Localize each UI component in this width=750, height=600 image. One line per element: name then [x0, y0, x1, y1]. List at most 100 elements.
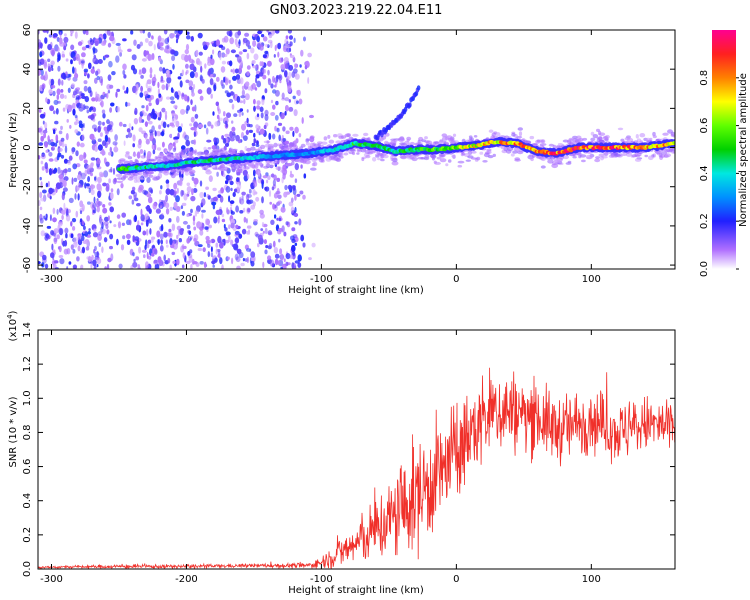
spectrogram-speckle — [151, 236, 156, 240]
snr-xtick-label: -100 — [310, 574, 333, 585]
spectrogram-speckle — [50, 60, 55, 66]
spectrogram-speckle — [166, 73, 171, 78]
spectrogram-speckle — [88, 228, 91, 232]
spectrogram-speckle — [172, 260, 176, 265]
spectrogram-speckle — [106, 92, 109, 99]
spectrogram-speckle — [297, 254, 302, 262]
spectrogram-speckle — [161, 131, 165, 137]
spectrogram-speckle — [59, 37, 63, 45]
spectrogram-speckle — [214, 257, 218, 263]
spectrogram-speckle — [107, 215, 110, 221]
spectrogram-speckle — [38, 142, 43, 146]
spectrogram-speckle — [214, 121, 220, 127]
spectrogram-speckle — [66, 119, 69, 123]
spectrogram-speckle — [236, 55, 242, 63]
spectrogram-speckle — [287, 30, 292, 34]
spectrogram-speckle — [51, 85, 56, 89]
spectrogram-speckle — [207, 243, 211, 248]
spectrogram-speckle — [90, 114, 95, 120]
spectrogram-speckle — [64, 145, 68, 154]
snr-frame — [37, 329, 676, 570]
spectrogram-halo — [173, 173, 179, 176]
spectrogram-speckle — [44, 121, 48, 129]
spectrogram-speckle — [102, 182, 107, 187]
spectrogram-speckle — [128, 195, 133, 200]
spectrogram-speckle — [231, 120, 234, 124]
spectrogram-speckle — [206, 87, 212, 95]
spectrogram-xtick-label: -300 — [40, 274, 63, 285]
spectrogram-speckle — [162, 141, 165, 148]
spectrogram-halo — [644, 154, 648, 158]
spectrogram-speckle — [242, 49, 248, 53]
spectrogram-speckle — [88, 188, 92, 193]
spectrogram-speckle — [81, 127, 84, 132]
spectrogram-speckle — [72, 163, 78, 170]
spectrogram-speckle — [84, 231, 89, 237]
spectrogram-speckle — [70, 233, 74, 239]
spectrogram-speckle — [259, 209, 264, 215]
spectrogram-speckle — [110, 188, 114, 193]
spectrogram-speckle — [189, 71, 195, 79]
spectrogram-speckle — [101, 228, 107, 235]
spectrogram-speckle — [270, 173, 275, 178]
spectrogram-speckle — [54, 142, 58, 147]
spectrogram-speckle — [90, 162, 94, 169]
spectrogram-speckle — [120, 244, 125, 251]
spectrogram-speckle — [159, 47, 165, 51]
spectrogram-speckle — [133, 39, 137, 46]
spectrogram-speckle — [90, 157, 96, 161]
spectrogram-branch — [408, 102, 412, 108]
spectrogram-speckle — [71, 218, 77, 223]
spectrogram-speckle — [304, 65, 308, 70]
spectrogram-halo — [596, 136, 603, 140]
spectrogram-speckle — [138, 246, 142, 254]
spectrogram-speckle — [189, 237, 192, 241]
spectrogram-speckle — [266, 179, 269, 184]
spectrogram-speckle — [162, 67, 166, 74]
spectrogram-speckle — [167, 124, 170, 128]
spectrogram-halo — [124, 153, 130, 158]
spectrogram-halo — [140, 155, 146, 159]
spectrogram-speckle — [78, 58, 81, 65]
spectrogram-speckle — [55, 182, 61, 190]
spectrogram-halo — [634, 154, 641, 158]
spectrogram-speckle — [145, 138, 150, 145]
spectrogram-halo — [187, 152, 193, 157]
spectrogram-speckle — [212, 111, 215, 116]
spectrogram-speckle — [252, 65, 258, 69]
spectrogram-speckle — [62, 107, 66, 112]
spectrogram-speckle — [294, 178, 298, 183]
spectrogram-speckle — [264, 114, 269, 121]
spectrogram-speckle — [185, 43, 190, 51]
spectrogram-speckle — [78, 184, 84, 188]
spectrogram-halo — [567, 160, 572, 164]
spectrogram-halo — [283, 144, 289, 148]
spectrogram-speckle — [83, 225, 86, 230]
spectrogram-speckle — [213, 84, 217, 92]
spectrogram-speckle — [284, 184, 288, 191]
spectrogram-speckle — [167, 257, 171, 264]
spectrogram-speckle — [256, 140, 259, 145]
spectrogram-speckle — [176, 94, 180, 100]
spectrogram-speckle — [179, 80, 183, 88]
spectrogram-halo — [380, 158, 385, 162]
spectrogram-speckle — [274, 89, 280, 97]
spectrogram-speckle — [205, 239, 211, 244]
spectrogram-speckle — [107, 257, 112, 263]
spectrogram-speckle — [63, 45, 67, 51]
spectrogram-speckle — [83, 85, 88, 92]
spectrogram-speckle — [215, 39, 220, 47]
spectrogram-speckle — [118, 121, 123, 127]
spectrogram-speckle — [147, 31, 151, 39]
spectrogram-speckle — [98, 242, 102, 248]
spectrogram-speckle — [224, 142, 230, 147]
spectrogram-speckle — [78, 154, 84, 161]
spectrogram-speckle — [74, 129, 79, 134]
spectrogram-speckle — [62, 182, 65, 187]
spectrogram-speckle — [118, 263, 123, 269]
spectrogram-speckle — [52, 249, 56, 253]
spectrogram-speckle — [309, 114, 314, 119]
spectrogram-speckle — [164, 37, 169, 45]
spectrogram-speckle — [203, 146, 207, 151]
spectrogram-speckle — [210, 124, 214, 129]
